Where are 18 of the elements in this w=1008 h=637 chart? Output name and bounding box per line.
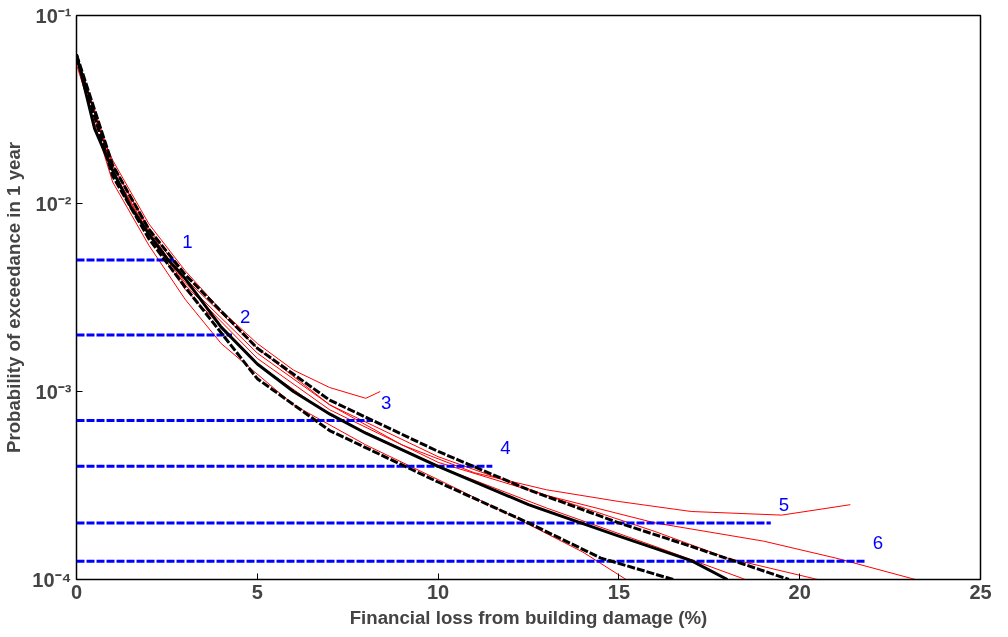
x-tick-label: 25 <box>969 580 992 603</box>
annotation: 1 <box>182 231 193 253</box>
y-axis-title: Probability of exceedance in 1 year <box>3 141 25 454</box>
x-tick-label: 15 <box>607 580 631 603</box>
annotation: 5 <box>778 493 790 515</box>
x-tick-label: 0 <box>70 580 83 603</box>
x-axis-title: Financial loss from building damage (%) <box>349 606 708 628</box>
annotation: 6 <box>872 532 884 554</box>
y-tick-label: 10⁻² <box>35 192 72 215</box>
x-tick-label: 5 <box>251 580 263 603</box>
y-tick-label: 10⁻⁴ <box>32 568 72 591</box>
annotation: 2 <box>239 305 251 327</box>
annotation: 4 <box>500 437 511 459</box>
x-tick-label: 10 <box>426 580 450 603</box>
y-tick-label: 10⁻¹ <box>35 4 72 27</box>
annotation: 3 <box>381 391 392 413</box>
y-tick-label: 10⁻³ <box>35 380 72 403</box>
x-tick-label: 20 <box>788 580 811 603</box>
